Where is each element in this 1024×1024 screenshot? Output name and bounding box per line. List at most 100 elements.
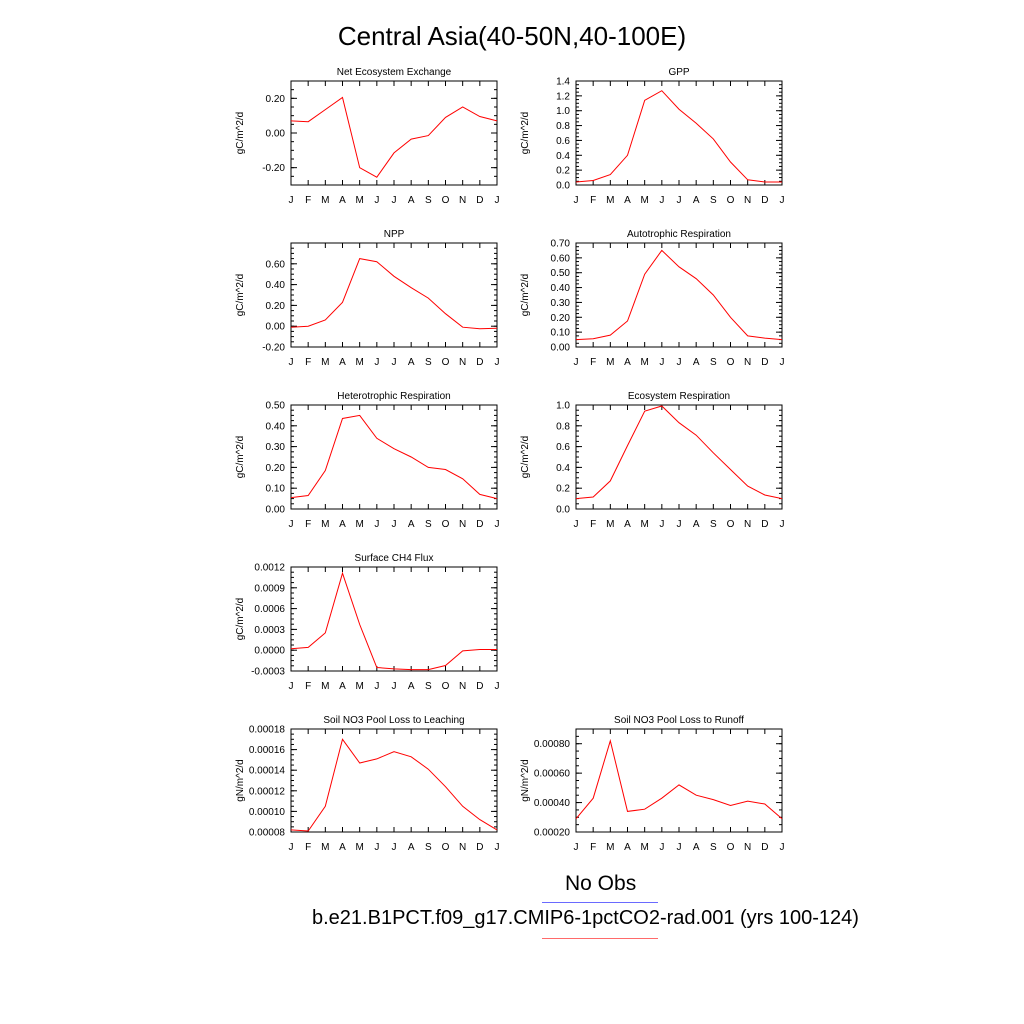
y-tick-label: 0.6 — [556, 442, 570, 453]
x-tick-label: J — [659, 357, 664, 368]
y-tick-label: 0.00020 — [534, 828, 571, 839]
x-tick-label: J — [495, 519, 500, 530]
x-tick-label: F — [305, 357, 311, 368]
x-tick-label: A — [408, 681, 415, 692]
x-tick-label: J — [289, 842, 294, 853]
legend-line-obs — [542, 902, 658, 903]
panel-title: Soil NO3 Pool Loss to Leaching — [323, 715, 464, 726]
y-tick-label: 0.20 — [551, 313, 571, 324]
x-tick-label: A — [624, 842, 631, 853]
x-tick-label: M — [355, 681, 363, 692]
y-axis-label: gC/m^2/d — [520, 436, 531, 479]
series-line — [290, 414, 498, 500]
x-tick-label: D — [476, 842, 483, 853]
x-tick-label: J — [374, 519, 379, 530]
x-tick-label: A — [339, 195, 346, 206]
y-tick-label: 1.2 — [556, 91, 570, 102]
x-tick-label: F — [590, 842, 596, 853]
x-tick-label: D — [761, 842, 768, 853]
x-tick-label: M — [355, 842, 363, 853]
x-tick-label: F — [590, 195, 596, 206]
y-tick-label: 0.4 — [556, 463, 570, 474]
x-tick-label: N — [744, 357, 751, 368]
x-tick-label: J — [659, 195, 664, 206]
x-tick-label: A — [693, 842, 700, 853]
y-tick-label: 0.30 — [266, 442, 286, 453]
x-tick-label: A — [339, 357, 346, 368]
x-tick-label: M — [321, 519, 329, 530]
x-tick-label: M — [321, 195, 329, 206]
y-tick-label: 0.0 — [556, 181, 570, 192]
y-tick-label: 0.40 — [266, 421, 286, 432]
y-tick-label: 0.8 — [556, 421, 570, 432]
plot-frame — [575, 728, 783, 833]
x-tick-label: J — [392, 195, 397, 206]
x-tick-label: D — [761, 519, 768, 530]
plot-frame — [290, 566, 498, 672]
x-tick-label: A — [624, 357, 631, 368]
x-tick-label: J — [495, 681, 500, 692]
x-tick-label: J — [574, 519, 579, 530]
panel-title: NPP — [384, 229, 405, 240]
plot-frame — [290, 728, 498, 833]
panel-title: Surface CH4 Flux — [355, 553, 434, 564]
x-tick-label: J — [374, 842, 379, 853]
x-tick-label: F — [305, 195, 311, 206]
y-tick-label: 0.30 — [551, 298, 571, 309]
x-tick-label: S — [425, 195, 432, 206]
y-tick-label: 0.00 — [551, 343, 571, 354]
series-line — [575, 738, 783, 820]
y-tick-label: 0.40 — [551, 283, 571, 294]
y-tick-label: -0.0003 — [251, 667, 285, 678]
y-tick-label: 0.00 — [266, 322, 286, 333]
panel-title: Autotrophic Respiration — [627, 229, 731, 240]
y-tick-label: 0.00040 — [534, 798, 571, 809]
x-tick-label: D — [476, 519, 483, 530]
x-tick-label: O — [442, 519, 450, 530]
x-tick-label: J — [574, 195, 579, 206]
x-tick-label: J — [289, 195, 294, 206]
y-tick-label: -0.20 — [262, 343, 285, 354]
y-tick-label: 0.00 — [266, 505, 286, 516]
x-tick-label: D — [761, 357, 768, 368]
x-tick-label: J — [289, 519, 294, 530]
x-tick-label: S — [710, 357, 717, 368]
x-tick-label: M — [355, 519, 363, 530]
y-tick-label: 0.0000 — [254, 646, 285, 657]
y-tick-label: 1.0 — [556, 106, 570, 117]
x-tick-label: J — [392, 842, 397, 853]
panel-title: Soil NO3 Pool Loss to Runoff — [614, 715, 744, 726]
y-tick-label: 0.20 — [266, 463, 286, 474]
x-tick-label: J — [392, 681, 397, 692]
y-tick-label: 0.8 — [556, 121, 570, 132]
x-tick-label: S — [710, 195, 717, 206]
x-tick-label: J — [289, 357, 294, 368]
y-tick-label: 0.50 — [551, 268, 571, 279]
x-tick-label: M — [640, 519, 648, 530]
x-tick-label: A — [693, 195, 700, 206]
plot-frame — [290, 404, 498, 510]
x-tick-label: J — [659, 842, 664, 853]
y-tick-label: 0.00060 — [534, 769, 571, 780]
x-tick-label: S — [425, 519, 432, 530]
x-tick-label: S — [425, 681, 432, 692]
y-tick-label: 1.4 — [556, 77, 570, 88]
x-tick-label: M — [321, 842, 329, 853]
x-tick-label: J — [374, 681, 379, 692]
x-tick-label: J — [495, 357, 500, 368]
y-axis-label: gC/m^2/d — [235, 598, 246, 641]
y-tick-label: 0.2 — [556, 166, 570, 177]
x-tick-label: N — [459, 195, 466, 206]
y-tick-label: 0.00018 — [249, 725, 286, 736]
x-tick-label: J — [780, 519, 785, 530]
x-tick-label: J — [677, 357, 682, 368]
x-tick-label: S — [425, 357, 432, 368]
x-tick-label: F — [590, 519, 596, 530]
x-tick-label: S — [710, 842, 717, 853]
